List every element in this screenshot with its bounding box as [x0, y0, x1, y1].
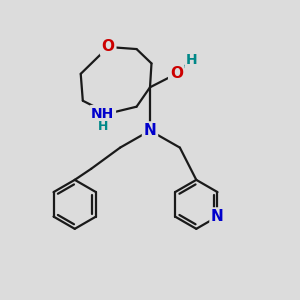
Text: N: N: [144, 123, 156, 138]
Text: H: H: [185, 53, 197, 68]
Text: N: N: [211, 209, 224, 224]
Text: O: O: [170, 66, 183, 81]
Text: NH: NH: [91, 106, 114, 121]
Text: H: H: [98, 120, 108, 133]
Text: O: O: [102, 40, 115, 55]
